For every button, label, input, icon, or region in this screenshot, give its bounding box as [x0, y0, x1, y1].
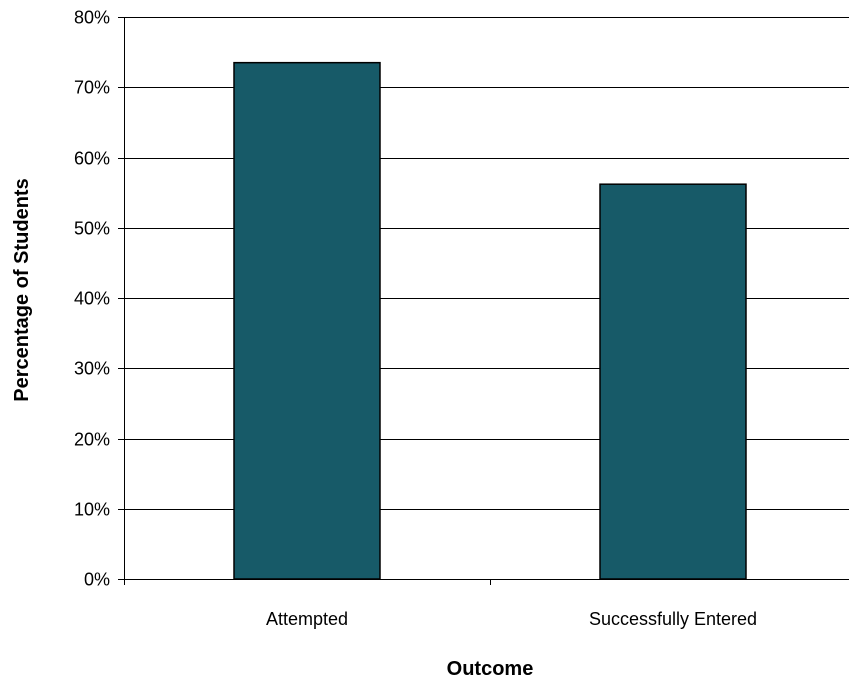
bars: [233, 61, 747, 580]
y-tick-label: 60%: [74, 149, 110, 169]
bar: [233, 61, 381, 580]
y-axis-title: Percentage of Students: [11, 178, 33, 401]
y-tick-label: 20%: [74, 430, 110, 450]
y-tick-label: 10%: [74, 500, 110, 520]
bar: [599, 183, 747, 580]
y-tick-label: 0%: [84, 570, 110, 590]
axes: [118, 17, 849, 585]
y-tick-label: 50%: [74, 219, 110, 239]
y-tick-label: 70%: [74, 78, 110, 98]
y-tick-label: 80%: [74, 8, 110, 28]
labels: 0% 10% 20% 30% 40% 50% 60% 70% 80% Attempted Succe…: [74, 8, 757, 630]
x-tick-label: Attempted: [266, 609, 348, 629]
x-tick-label: Successfully Entered: [589, 609, 757, 629]
y-tick-label: 40%: [74, 289, 110, 309]
y-tick-label: 30%: [74, 359, 110, 379]
x-axis-title: Outcome: [447, 658, 534, 680]
